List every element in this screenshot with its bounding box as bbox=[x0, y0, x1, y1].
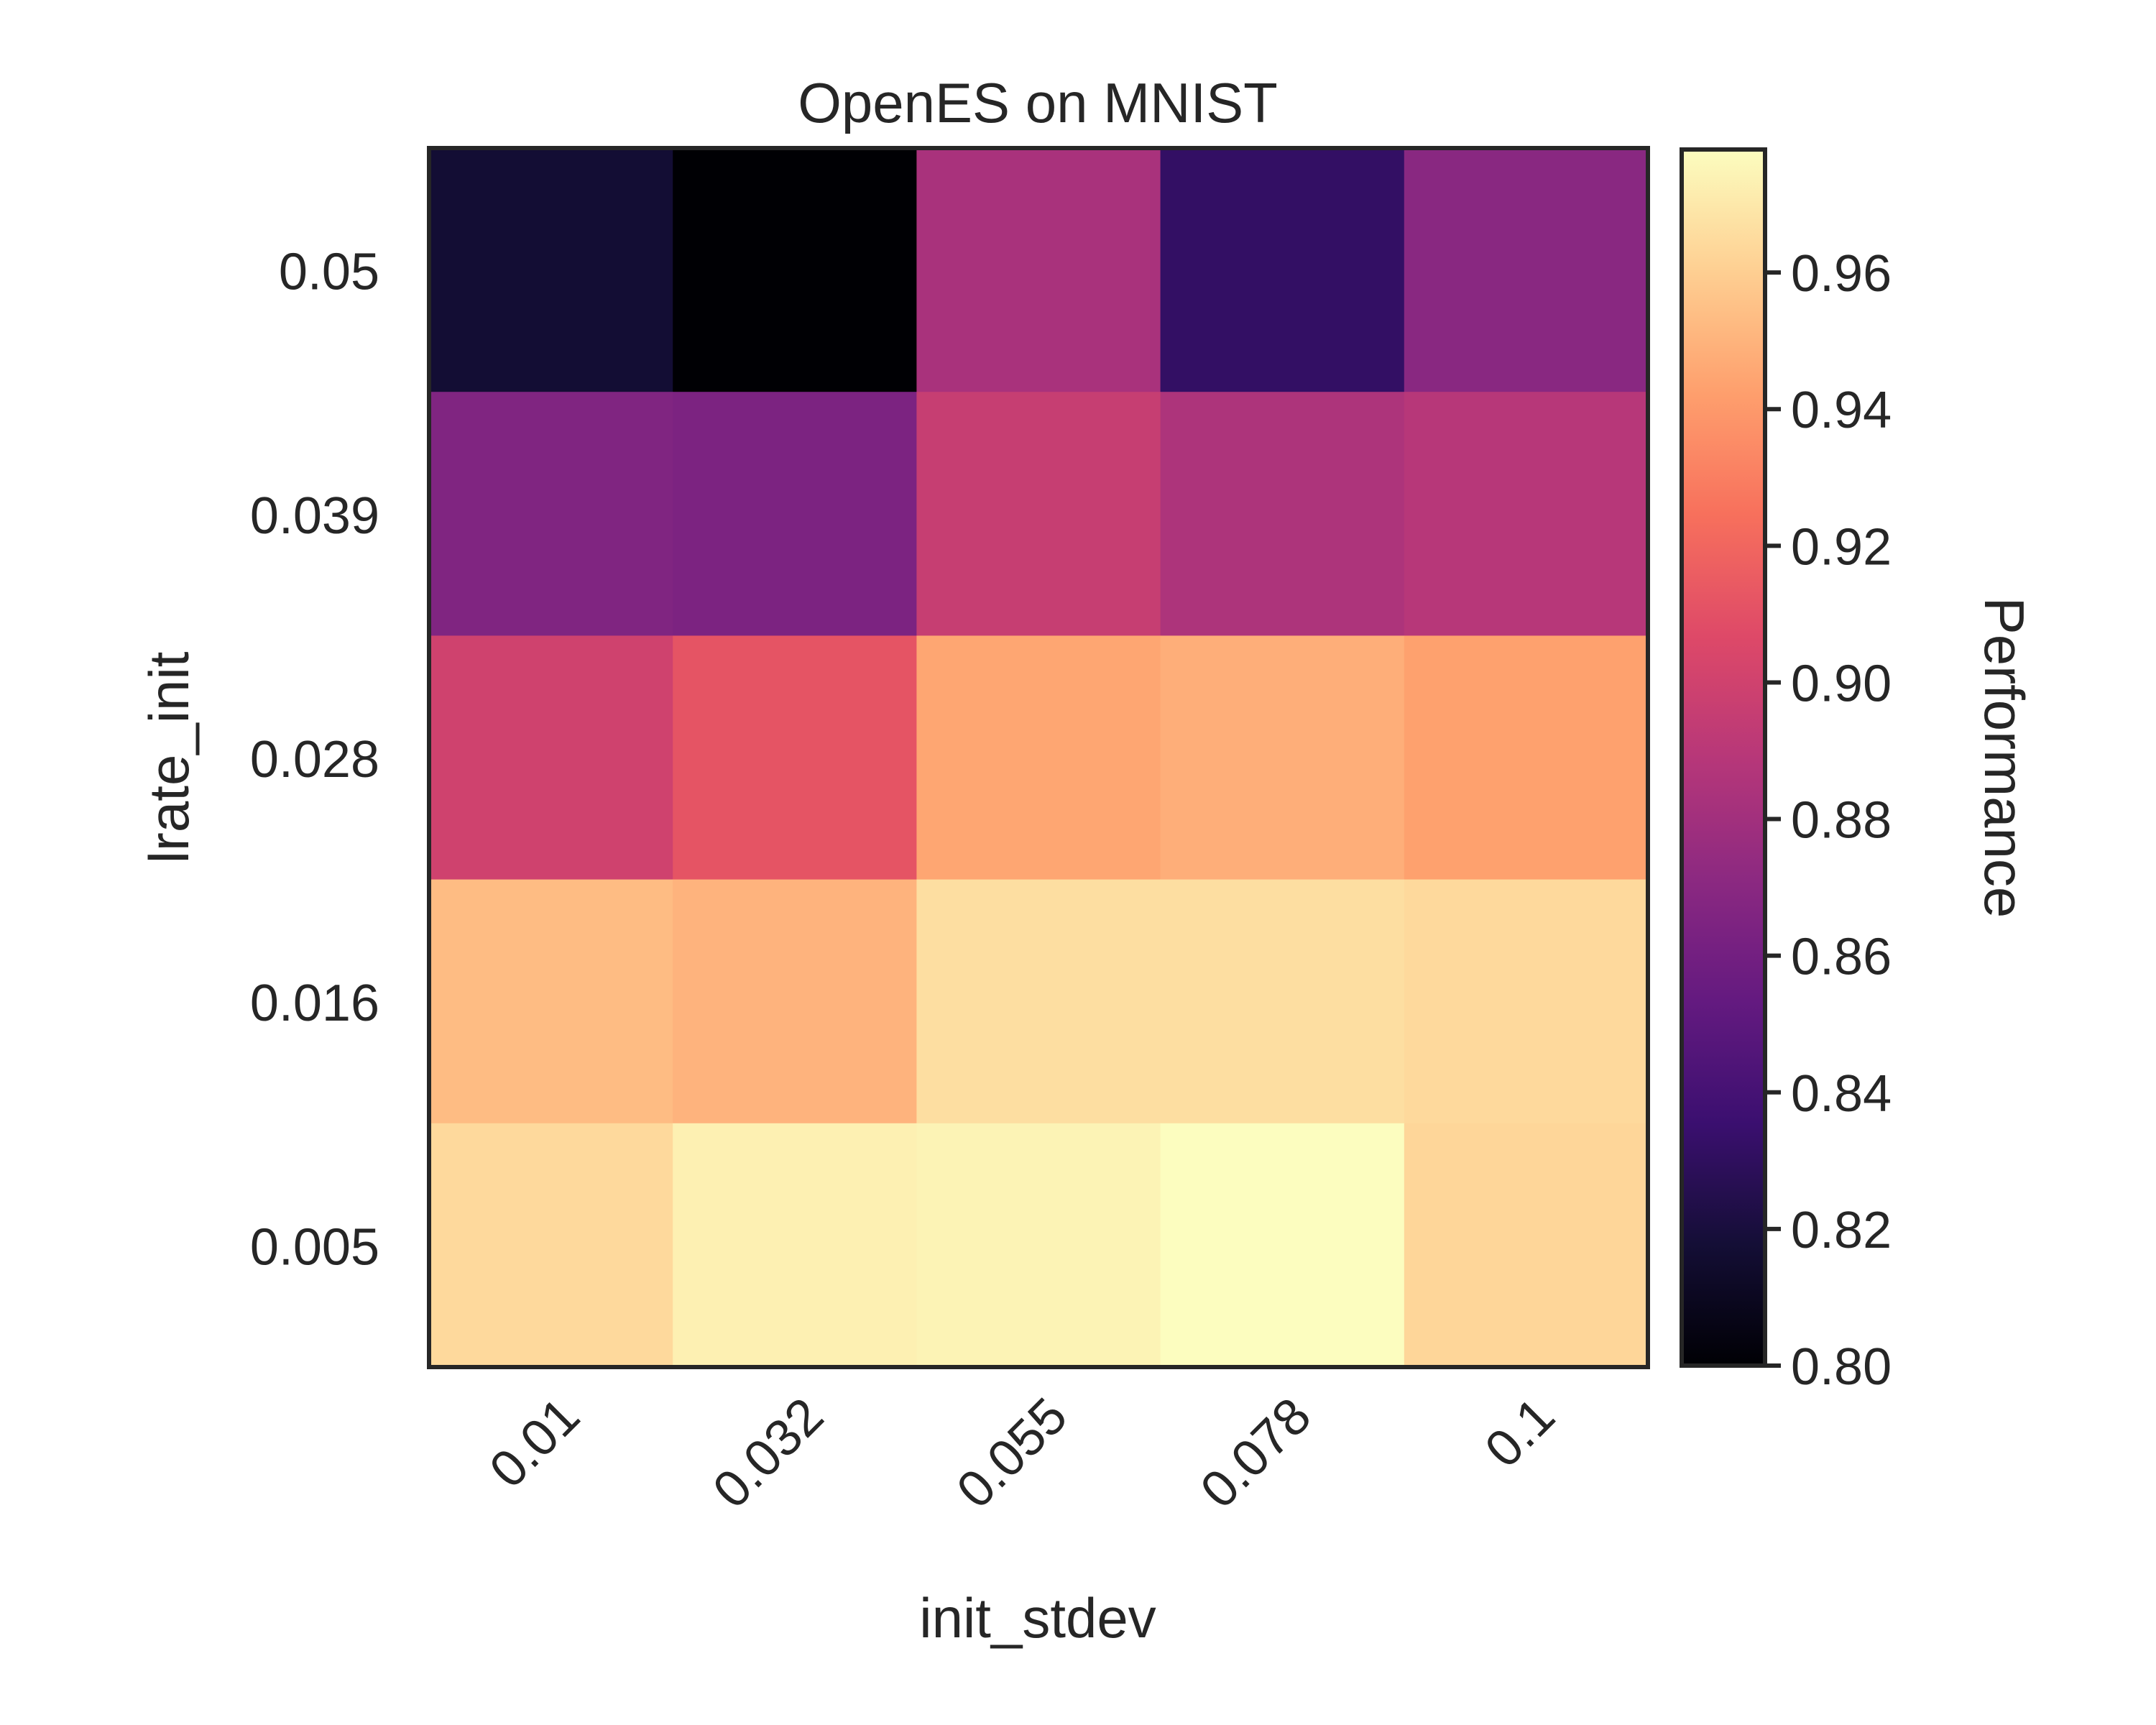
heatmap-cell bbox=[1160, 148, 1405, 392]
x-tick-label: 0.032 bbox=[702, 1387, 834, 1519]
colorbar-tick-label: 0.94 bbox=[1791, 382, 1892, 439]
y-tick-label: 0.05 bbox=[279, 244, 379, 301]
y-tick-labels: 0.05 0.039 0.028 0.016 0.005 bbox=[250, 244, 379, 1276]
x-axis-label: init_stdev bbox=[919, 1586, 1156, 1650]
colorbar-tick-label: 0.84 bbox=[1791, 1065, 1892, 1123]
x-tick-label: 0.055 bbox=[946, 1387, 1078, 1519]
heatmap-cell bbox=[673, 392, 917, 636]
y-tick-label: 0.039 bbox=[250, 487, 379, 545]
heatmap-cell bbox=[1160, 1123, 1405, 1368]
heatmap-cell bbox=[673, 1123, 917, 1368]
x-tick-labels: 0.01 0.032 0.055 0.078 0.1 bbox=[479, 1387, 1565, 1519]
colorbar-tick-label: 0.82 bbox=[1791, 1202, 1892, 1259]
heatmap-cells bbox=[429, 148, 1649, 1368]
colorbar-label: Performance bbox=[1973, 597, 2036, 919]
heatmap-cell bbox=[673, 148, 917, 392]
x-tick-label: 0.078 bbox=[1190, 1387, 1322, 1519]
heatmap-cell bbox=[1404, 879, 1649, 1124]
colorbar-frame bbox=[1680, 147, 1767, 1368]
colorbar-tick-label: 0.80 bbox=[1791, 1338, 1892, 1396]
heatmap-cell bbox=[429, 392, 673, 636]
heatmap-cell bbox=[429, 879, 673, 1124]
colorbar-tick-label: 0.96 bbox=[1791, 245, 1892, 303]
y-tick-label: 0.016 bbox=[250, 975, 379, 1032]
heatmap-cell bbox=[1160, 392, 1405, 636]
heatmap-cell bbox=[429, 148, 673, 392]
heatmap-cell bbox=[429, 1123, 673, 1368]
heatmap-cell bbox=[1404, 1123, 1649, 1368]
colorbar-tick-label: 0.86 bbox=[1791, 929, 1892, 986]
colorbar-ticks: 0.80 0.82 0.84 0.86 0.88 0.90 0.92 0.94 0.96 bbox=[1765, 245, 1892, 1396]
chart-title: OpenES on MNIST bbox=[798, 71, 1278, 134]
y-tick-label: 0.005 bbox=[250, 1218, 379, 1276]
plot-frame bbox=[427, 146, 1650, 1369]
colorbar-tick-label: 0.92 bbox=[1791, 518, 1892, 576]
heatmap-cell bbox=[1404, 148, 1649, 392]
heatmap-cell bbox=[1404, 635, 1649, 880]
heatmap-cell bbox=[1160, 635, 1405, 880]
colorbar bbox=[1682, 150, 1765, 1366]
heatmap-cell bbox=[916, 392, 1161, 636]
heatmap-cell bbox=[1160, 879, 1405, 1124]
colorbar-tick-label: 0.90 bbox=[1791, 655, 1892, 712]
y-tick-label: 0.028 bbox=[250, 731, 379, 788]
heatmap-cell bbox=[916, 148, 1161, 392]
y-axis-label: lrate_init bbox=[137, 651, 201, 863]
heatmap-cell bbox=[916, 635, 1161, 880]
heatmap-cell bbox=[916, 879, 1161, 1124]
colorbar-tick-label: 0.88 bbox=[1791, 792, 1892, 850]
heatmap-cell bbox=[1404, 392, 1649, 636]
heatmap-cell bbox=[916, 1123, 1161, 1368]
heatmap-cell bbox=[673, 879, 917, 1124]
x-tick-label: 0.1 bbox=[1474, 1387, 1565, 1478]
x-tick-label: 0.01 bbox=[479, 1387, 591, 1499]
heatmap-cell bbox=[673, 635, 917, 880]
heatmap-cell bbox=[429, 635, 673, 880]
